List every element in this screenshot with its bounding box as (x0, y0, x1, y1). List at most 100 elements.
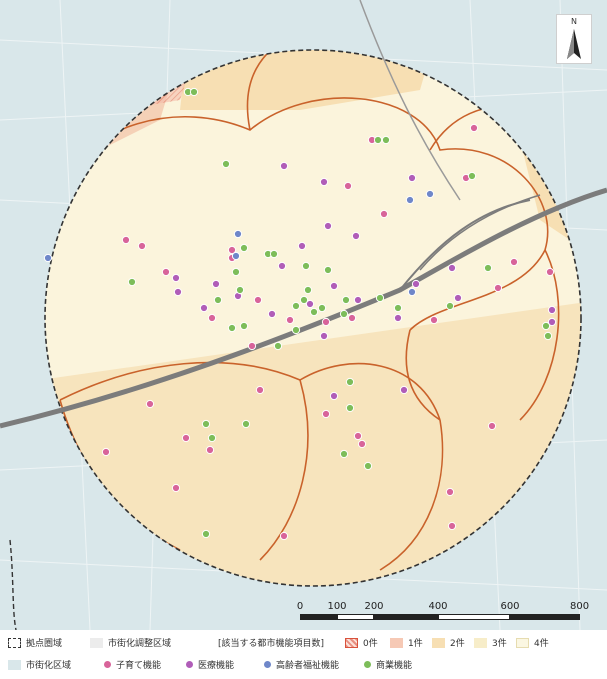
commercial-facility-point[interactable] (127, 277, 137, 287)
commercial-facility-point[interactable] (235, 285, 245, 295)
childcare-facility-point[interactable] (253, 295, 263, 305)
medical-facility-point[interactable] (323, 221, 333, 231)
commercial-facility-point[interactable] (201, 419, 211, 429)
commercial-facility-point[interactable] (445, 301, 455, 311)
commercial-facility-point[interactable] (381, 135, 391, 145)
childcare-facility-point[interactable] (255, 385, 265, 395)
commercial-facility-point[interactable] (393, 303, 403, 313)
childcare-facility-point[interactable] (545, 267, 555, 277)
commercial-facility-point[interactable] (221, 159, 231, 169)
medical-facility-point[interactable] (547, 317, 557, 327)
medical-facility-point[interactable] (305, 299, 315, 309)
childcare-facility-point[interactable] (321, 409, 331, 419)
commercial-facility-point[interactable] (189, 87, 199, 97)
elderly-facility-point[interactable] (407, 287, 417, 297)
childcare-facility-point[interactable] (321, 317, 331, 327)
childcare-facility-point[interactable] (101, 447, 111, 457)
commercial-facility-point[interactable] (303, 285, 313, 295)
childcare-facility-point[interactable] (429, 315, 439, 325)
medical-facility-point[interactable] (267, 309, 277, 319)
medical-facility-point[interactable] (297, 241, 307, 251)
childcare-facility-point[interactable] (247, 341, 257, 351)
childcare-facility-point[interactable] (343, 181, 353, 191)
medical-facility-point[interactable] (393, 313, 403, 323)
commercial-facility-point[interactable] (273, 341, 283, 351)
medical-facility-point[interactable] (411, 279, 421, 289)
medical-facility-point[interactable] (407, 173, 417, 183)
medical-facility-point[interactable] (329, 281, 339, 291)
core-area-swatch (8, 637, 21, 648)
childcare-facility-point[interactable] (353, 431, 363, 441)
medical-facility-point[interactable] (173, 287, 183, 297)
commercial-facility-point[interactable] (213, 295, 223, 305)
commercial-facility-point[interactable] (483, 263, 493, 273)
commercial-facility-point[interactable] (345, 377, 355, 387)
elderly-facility-point[interactable] (405, 195, 415, 205)
medical-facility-point[interactable] (211, 279, 221, 289)
childcare-facility-point[interactable] (161, 267, 171, 277)
commercial-facility-point[interactable] (467, 171, 477, 181)
childcare-facility-point[interactable] (487, 421, 497, 431)
medical-facility-point[interactable] (277, 261, 287, 271)
commercial-facility-point[interactable] (323, 265, 333, 275)
commercial-facility-point[interactable] (227, 323, 237, 333)
commercial-facility-point[interactable] (317, 303, 327, 313)
commercial-facility-point[interactable] (269, 249, 279, 259)
commercial-facility-point[interactable] (201, 529, 211, 539)
commercial-facility-point[interactable] (309, 307, 319, 317)
commercial-facility-point[interactable] (231, 267, 241, 277)
medical-facility-point[interactable] (351, 231, 361, 241)
commercial-facility-point[interactable] (339, 449, 349, 459)
childcare-facility-point[interactable] (469, 123, 479, 133)
childcare-facility-point[interactable] (207, 313, 217, 323)
commercial-facility-point[interactable] (241, 419, 251, 429)
commercial-facility-point[interactable] (543, 331, 553, 341)
commercial-facility-point[interactable] (291, 301, 301, 311)
childcare-facility-point[interactable] (171, 483, 181, 493)
elderly-facility-point[interactable] (43, 253, 53, 263)
elderly-facility-point[interactable] (233, 229, 243, 239)
medical-facility-point[interactable] (279, 161, 289, 171)
commercial-facility-point[interactable] (301, 261, 311, 271)
childcare-facility-point[interactable] (227, 245, 237, 255)
commercial-facility-point[interactable] (239, 243, 249, 253)
commercial-facility-point[interactable] (345, 403, 355, 413)
commercial-facility-point[interactable] (541, 321, 551, 331)
medical-facility-point[interactable] (319, 331, 329, 341)
medical-facility-point[interactable] (399, 385, 409, 395)
childcare-facility-point[interactable] (285, 315, 295, 325)
commercial-facility-point[interactable] (239, 321, 249, 331)
childcare-facility-point[interactable] (205, 445, 215, 455)
commercial-facility-point[interactable] (291, 325, 301, 335)
commercial-facility-point[interactable] (339, 309, 349, 319)
childcare-facility-point[interactable] (145, 399, 155, 409)
medical-facility-point[interactable] (329, 391, 339, 401)
commercial-facility-point[interactable] (363, 461, 373, 471)
medical-facility-point[interactable] (319, 177, 329, 187)
childcare-facility-point[interactable] (493, 283, 503, 293)
childcare-facility-point[interactable] (445, 487, 455, 497)
childcare-facility-point[interactable] (279, 531, 289, 541)
childcare-facility-point[interactable] (447, 521, 457, 531)
map-area[interactable]: N 0 100 200 400 600 800 m (0, 0, 607, 630)
childcare-facility-point[interactable] (357, 439, 367, 449)
medical-facility-point[interactable] (353, 295, 363, 305)
commercial-facility-point[interactable] (299, 295, 309, 305)
medical-facility-point[interactable] (453, 293, 463, 303)
medical-facility-point[interactable] (547, 305, 557, 315)
childcare-facility-point[interactable] (181, 433, 191, 443)
commercial-facility-point[interactable] (375, 293, 385, 303)
childcare-facility-point[interactable] (121, 235, 131, 245)
elderly-facility-point[interactable] (231, 251, 241, 261)
commercial-facility-point[interactable] (341, 295, 351, 305)
medical-facility-point[interactable] (199, 303, 209, 313)
childcare-facility-point[interactable] (347, 313, 357, 323)
commercial-facility-point[interactable] (373, 135, 383, 145)
childcare-facility-point[interactable] (137, 241, 147, 251)
childcare-facility-point[interactable] (509, 257, 519, 267)
childcare-facility-point[interactable] (379, 209, 389, 219)
medical-facility-point[interactable] (171, 273, 181, 283)
commercial-facility-point[interactable] (207, 433, 217, 443)
medical-facility-point[interactable] (447, 263, 457, 273)
elderly-facility-point[interactable] (425, 189, 435, 199)
